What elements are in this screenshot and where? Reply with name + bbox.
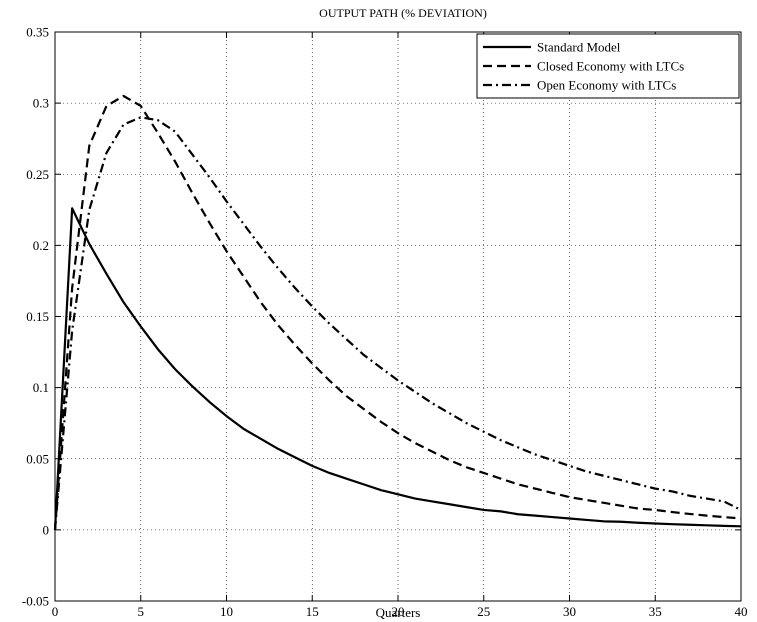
y-tick-label: 0: [43, 522, 50, 537]
x-tick-label: 15: [306, 604, 319, 619]
x-tick-labels: 0 5 10 15 20 25 30 35 40: [52, 604, 748, 619]
x-tick-label: 5: [138, 604, 145, 619]
x-tick-label: 35: [649, 604, 662, 619]
series-line-open-economy-with-ltcs: [53, 116, 742, 530]
series-line-standard-model: [53, 207, 742, 530]
x-tick-label: 30: [563, 604, 576, 619]
y-tick-label: 0.15: [26, 309, 49, 324]
x-tick-label: 20: [392, 604, 405, 619]
y-tick-label: 0.35: [26, 25, 49, 40]
grid-lines: [55, 32, 741, 601]
chart-title: OUTPUT PATH (% DEVIATION): [319, 6, 487, 20]
plot-series: [53, 94, 742, 530]
y-tick-label: 0.05: [26, 451, 49, 466]
x-tick-label: 0: [52, 604, 59, 619]
y-tick-labels: -0.05 0 0.05 0.1 0.15 0.2 0.25 0.3 0.35: [22, 25, 49, 609]
legend-label: Closed Economy with LTCs: [537, 59, 684, 74]
legend-box: [476, 33, 740, 99]
legend-label: Standard Model: [537, 40, 621, 55]
y-tick-label: -0.05: [22, 594, 49, 609]
y-tick-label: 0.1: [33, 380, 49, 395]
y-tick-label: 0.3: [33, 96, 49, 111]
y-tick-label: 0.2: [33, 238, 49, 253]
x-tick-label: 25: [477, 604, 490, 619]
legend: Standard Model Closed Economy with LTCs Op…: [476, 33, 740, 99]
x-tick-label: 40: [735, 604, 748, 619]
y-tick-label: 0.25: [26, 167, 49, 182]
x-tick-label: 10: [220, 604, 233, 619]
series-line-closed-economy-with-ltcs: [53, 94, 742, 530]
legend-label: Open Economy with LTCs: [537, 78, 676, 93]
x-axis-label: Quarters: [376, 605, 421, 620]
